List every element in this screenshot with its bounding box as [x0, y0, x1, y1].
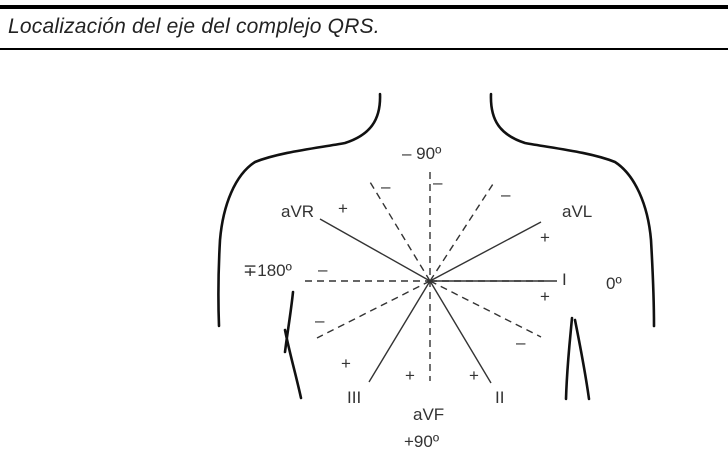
minus-lower-left: –	[315, 311, 325, 330]
right-arm-outer	[573, 318, 591, 401]
lead-labels: aVR aVL aVF I II III	[281, 202, 592, 424]
lead-iii-label: III	[347, 388, 361, 407]
bottom-angle-label: +90º	[404, 432, 439, 451]
lead-ii-axis	[429, 280, 492, 384]
right-arm-inner	[564, 316, 574, 401]
minus-left: –	[318, 260, 328, 279]
ii-plus-sign: +	[469, 366, 479, 385]
avl-negative	[316, 280, 431, 339]
top-angle-label: – 90º	[402, 144, 441, 163]
left-angle-label: ∓180º	[243, 261, 292, 280]
neck-right	[489, 92, 656, 328]
neck-left	[217, 92, 382, 328]
top-border	[0, 5, 728, 9]
figure-title: Localización del eje del complejo QRS.	[8, 15, 380, 38]
dashed-axes	[305, 172, 544, 381]
torso-outline	[217, 92, 656, 401]
angle-labels: – 90º ∓180º 0º +90º	[243, 144, 622, 451]
avr-label: aVR	[281, 202, 314, 221]
lead-iii-negative	[429, 183, 494, 282]
iii-plus-sign: +	[341, 354, 351, 373]
avr-plus-sign: +	[338, 199, 348, 218]
lead-ii-label: II	[495, 388, 504, 407]
avf-label: aVF	[413, 405, 444, 424]
minus-lower-right: –	[516, 333, 526, 352]
avl-label: aVL	[562, 202, 592, 221]
lead-iii-axis	[368, 280, 431, 383]
avl-axis	[429, 221, 542, 282]
lead-ii-negative	[369, 181, 431, 282]
title-divider	[0, 48, 728, 50]
right-angle-label: 0º	[606, 274, 622, 293]
polarity-signs: + + + + + + – – – – – –	[315, 173, 550, 385]
avr-axis	[319, 218, 431, 282]
avl-plus-sign: +	[540, 228, 550, 247]
minus-top-left: –	[381, 177, 391, 196]
i-plus-sign: +	[540, 287, 550, 306]
lead-i-label: I	[562, 270, 567, 289]
left-arm-outer	[283, 290, 295, 354]
solid-axes	[319, 218, 557, 384]
minus-upper-right: –	[501, 185, 511, 204]
avr-negative	[429, 280, 542, 338]
avf-plus-sign: +	[405, 366, 415, 385]
left-arm-inner	[283, 328, 303, 400]
minus-top-right: –	[433, 173, 443, 192]
